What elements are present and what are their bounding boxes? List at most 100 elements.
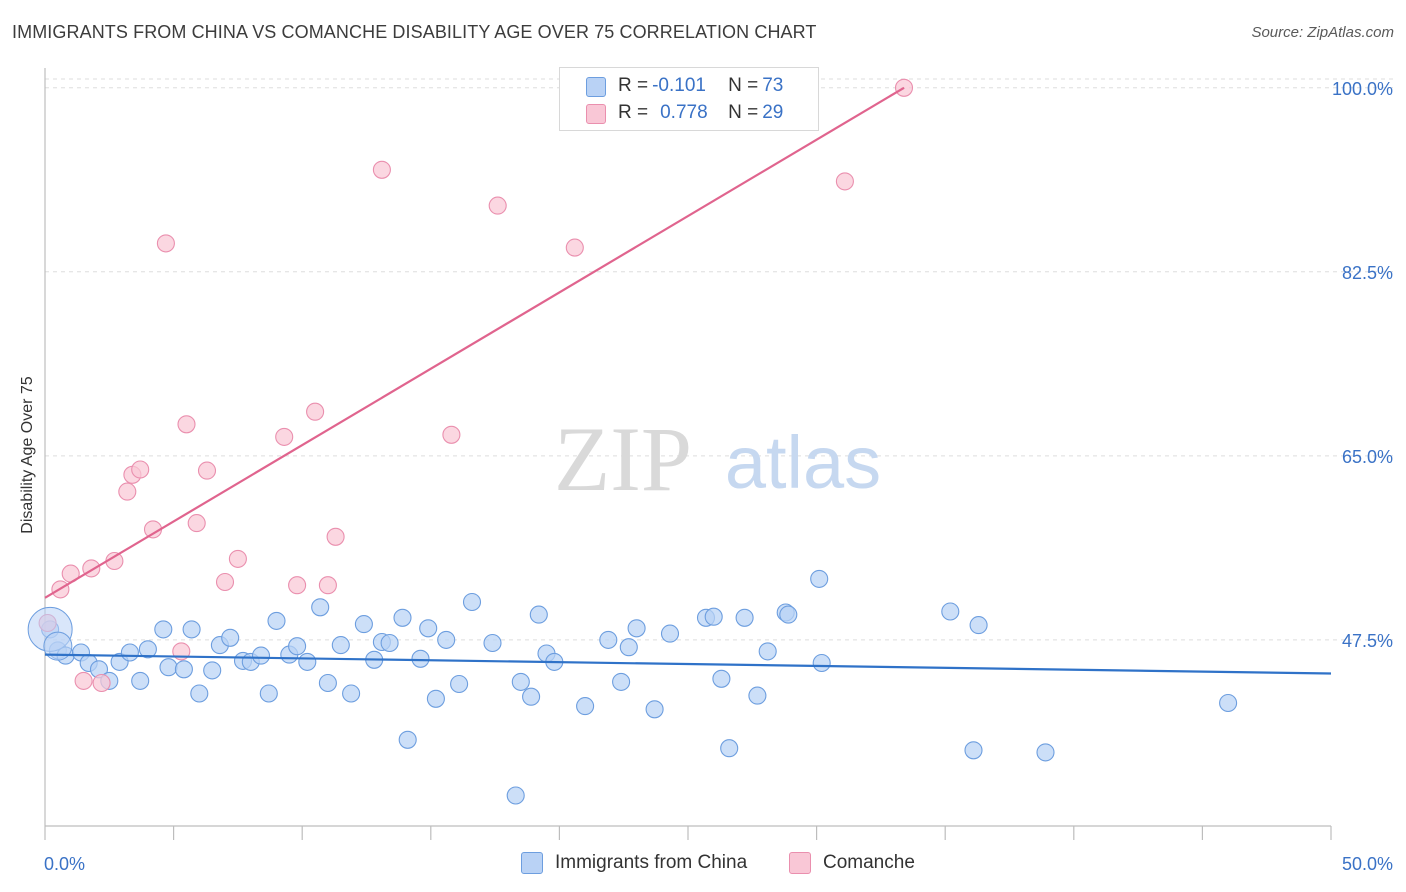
data-point-comanche [318,576,337,595]
data-point-comanche [74,671,93,690]
legend-r-label: R = [618,102,649,123]
data-point-china [342,684,361,703]
x-tick-label: 0.0% [44,854,85,874]
data-point-china [43,631,73,661]
data-point-china [627,619,646,638]
data-point-china [311,598,330,617]
data-point-comanche [288,576,307,595]
data-point-china [779,605,798,624]
data-point-china [131,671,150,690]
legend-r-label: R = [618,75,649,96]
data-point-china [380,633,399,653]
watermark-zip: ZIP [554,408,692,510]
data-point-china [259,684,278,703]
y-tick-label: 47.5% [1342,631,1393,651]
x-tick-label: 50.0% [1342,854,1393,874]
data-point-china [120,643,139,662]
data-point-china [419,619,438,638]
data-point-comanche [442,425,461,444]
data-point-china [138,640,157,659]
data-point-china [331,636,350,655]
data-point-china [288,637,307,656]
data-point-china [462,592,482,612]
data-point-comanche [488,196,507,215]
data-point-china [529,605,548,624]
data-point-comanche [306,402,325,421]
data-point-china [483,633,502,653]
data-point-china [712,669,731,688]
legend-r-value: 0.778 [660,102,708,123]
y-tick-label: 100.0% [1332,79,1393,99]
data-points [27,78,1238,805]
data-point-china [221,628,240,647]
data-point-china [182,620,201,639]
data-point-china [393,608,412,627]
data-point-comanche [215,572,235,592]
data-point-china [251,646,271,665]
legend-label-china: Immigrants from China [555,852,748,873]
data-point-china [203,661,222,680]
data-point-china [267,611,286,630]
data-point-china [174,660,193,679]
data-point-china [964,741,983,760]
source-credit: Source: ZipAtlas.com [1251,24,1394,41]
y-tick-label: 82.5% [1342,263,1393,283]
data-point-china [720,739,739,758]
legend-n-label: N = [728,75,759,96]
data-point-china [704,607,723,626]
legend-swatch-comanche [586,104,606,124]
data-point-china [426,689,445,708]
series-legend: Immigrants from China Comanche [0,852,1406,878]
data-point-china [298,652,317,671]
legend-n-label: N = [728,102,759,123]
trend-line-comanche [44,86,905,599]
legend-r-value: -0.101 [652,75,706,96]
data-point-china [159,658,178,677]
legend-label-comanche: Comanche [823,852,915,873]
data-point-comanche [131,460,150,479]
data-point-china [612,672,631,691]
tick-labels: 47.5% 65.0% 82.5% 100.0% 0.0% 50.0% [44,79,1393,874]
legend-n-value: 73 [762,75,784,96]
legend-n-value: 29 [762,102,784,123]
legend-item-comanche: Comanche [789,852,915,874]
watermark-atlas: atlas [725,421,881,504]
data-point-china [511,672,530,691]
data-point-comanche [326,527,345,546]
data-point-comanche [228,549,247,568]
data-point-china [619,638,638,657]
data-point-china [411,649,430,668]
data-point-china [758,642,777,661]
data-point-comanche [92,673,111,693]
data-point-china [645,700,664,719]
data-point-china [969,616,988,635]
trend-lines [44,86,1332,675]
data-point-comanche [187,514,206,533]
data-point-china [522,687,541,706]
data-point-china [1036,743,1055,762]
data-point-china [1219,693,1238,713]
data-point-china [450,674,469,694]
stats-legend: R = -0.101 N = 73 R = 0.778 N = 29 [559,67,819,131]
data-point-comanche [118,482,137,501]
legend-item-china: Immigrants from China [521,852,747,874]
data-point-comanche [565,238,584,257]
data-point-comanche [835,172,854,191]
y-tick-label: 65.0% [1342,447,1393,467]
data-point-china [735,608,754,627]
data-point-china [660,624,680,643]
legend-swatch-china [521,852,543,874]
data-point-china [318,673,337,693]
data-point-china [576,697,595,716]
grid-lines [45,78,1394,641]
data-point-comanche [275,427,294,446]
data-point-china [190,684,209,703]
data-point-china [810,569,829,588]
axes [44,68,1332,840]
data-point-china [398,730,417,749]
chart-title: IMMIGRANTS FROM CHINA VS COMANCHE DISABI… [12,22,817,42]
data-point-china [941,602,960,621]
watermark: ZIP atlas [554,408,881,510]
data-point-china [748,686,767,705]
